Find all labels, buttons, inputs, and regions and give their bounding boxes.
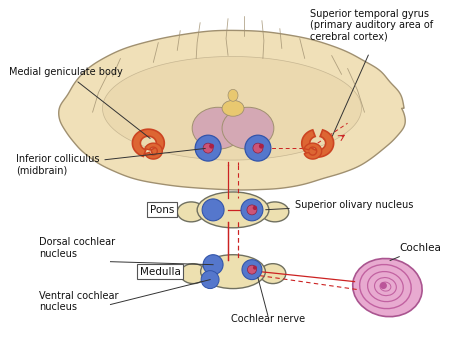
Ellipse shape — [353, 258, 422, 317]
Circle shape — [201, 271, 219, 289]
Text: Dorsal cochlear
nucleus: Dorsal cochlear nucleus — [39, 237, 115, 258]
Polygon shape — [102, 57, 362, 160]
Circle shape — [245, 135, 271, 161]
Ellipse shape — [192, 107, 244, 149]
Circle shape — [253, 266, 257, 270]
Ellipse shape — [261, 202, 289, 222]
Circle shape — [247, 205, 257, 215]
Polygon shape — [304, 143, 322, 159]
Text: Superior temporal gyrus
(primary auditory area of
cerebral cortex): Superior temporal gyrus (primary auditor… — [310, 9, 433, 42]
Text: Cochlear nerve: Cochlear nerve — [231, 314, 305, 324]
Text: Cochlea: Cochlea — [390, 243, 441, 261]
Circle shape — [380, 282, 387, 289]
Circle shape — [253, 143, 263, 153]
Circle shape — [209, 144, 214, 149]
Circle shape — [203, 143, 213, 153]
Circle shape — [202, 199, 224, 221]
Polygon shape — [59, 30, 405, 190]
Circle shape — [253, 206, 257, 210]
Text: Medial geniculate body: Medial geniculate body — [9, 67, 150, 139]
Ellipse shape — [201, 255, 265, 289]
Ellipse shape — [260, 264, 286, 284]
Circle shape — [247, 265, 256, 274]
Ellipse shape — [222, 107, 274, 149]
Circle shape — [195, 135, 221, 161]
Ellipse shape — [177, 202, 205, 222]
Polygon shape — [302, 130, 334, 157]
Text: Inferior colliculus
(midbrain): Inferior colliculus (midbrain) — [16, 148, 205, 176]
Text: Medulla: Medulla — [140, 267, 181, 276]
Ellipse shape — [180, 264, 206, 284]
Ellipse shape — [197, 192, 269, 228]
Text: Pons: Pons — [150, 205, 174, 215]
Ellipse shape — [228, 89, 238, 101]
Circle shape — [259, 144, 264, 149]
Circle shape — [203, 255, 223, 275]
Text: Superior olivary nucleus: Superior olivary nucleus — [265, 200, 413, 210]
Polygon shape — [145, 143, 162, 159]
Text: Ventral cochlear
nucleus: Ventral cochlear nucleus — [39, 291, 118, 312]
Polygon shape — [132, 129, 164, 156]
Ellipse shape — [222, 100, 244, 116]
Circle shape — [242, 260, 262, 280]
Circle shape — [241, 199, 263, 221]
